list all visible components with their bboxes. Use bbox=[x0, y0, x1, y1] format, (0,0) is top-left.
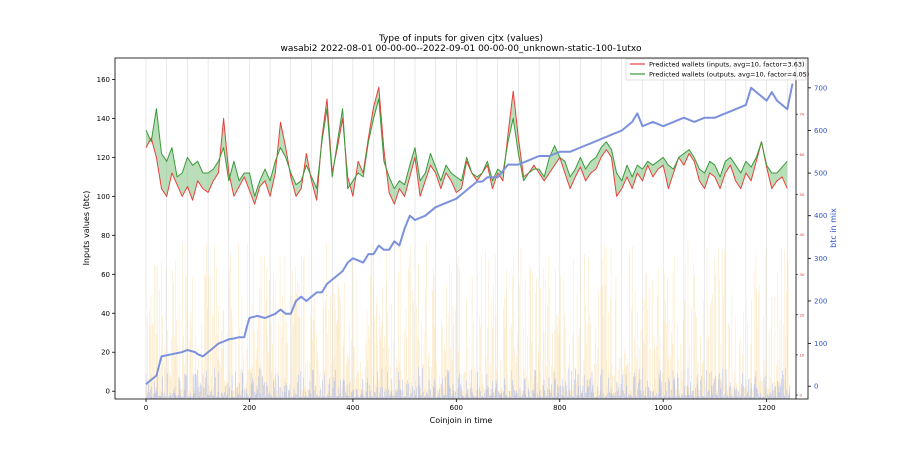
legend-label-inputs: Predicted wallets (inputs, avg=10, facto… bbox=[649, 61, 805, 69]
y3-tick-label-10: 10 bbox=[800, 352, 805, 357]
bars-layer bbox=[145, 241, 791, 399]
y-tick-label-120: 120 bbox=[97, 154, 110, 162]
series-outputs-line bbox=[145, 98, 788, 197]
chart-subtitle: wasabi2 2022-08-01 00-00-00--2022-09-01 … bbox=[281, 44, 642, 54]
y3-tick-label-50: 50 bbox=[800, 192, 805, 197]
plot-frame bbox=[114, 57, 809, 400]
y-axis-label: Inputs values (btc) bbox=[82, 191, 91, 266]
series-inputs-line bbox=[145, 86, 788, 205]
vertical-grid bbox=[145, 58, 788, 399]
x-tick-label-400: 400 bbox=[346, 404, 359, 412]
vertical-grid-lines bbox=[145, 58, 788, 399]
y2-tick-label-400: 400 bbox=[814, 212, 827, 220]
y-tick-label-40: 40 bbox=[101, 310, 110, 318]
x-tick-label-1000: 1000 bbox=[654, 404, 672, 412]
fill-between-inputs-outputs bbox=[146, 87, 788, 205]
y3-tick-label-40: 40 bbox=[800, 232, 805, 237]
y2-tick-label-0: 0 bbox=[814, 383, 818, 391]
y3-tick-label-30: 30 bbox=[800, 272, 805, 277]
y-tick-label-160: 160 bbox=[97, 76, 110, 84]
y-tick-label-20: 20 bbox=[101, 349, 110, 357]
x-tick-label-800: 800 bbox=[553, 404, 566, 412]
fill-between-layer bbox=[146, 87, 788, 205]
y2-tick-label-200: 200 bbox=[814, 297, 827, 305]
x-axis-label: Coinjoin in time bbox=[430, 416, 493, 425]
y2-tick-label-500: 500 bbox=[814, 170, 827, 178]
x-tick-label-0: 0 bbox=[144, 404, 148, 412]
series-mix-line bbox=[145, 83, 794, 385]
y2-axis-label: btc in mix bbox=[829, 208, 838, 248]
y2-tick-label-100: 100 bbox=[814, 340, 827, 348]
x-tick-label-1200: 1200 bbox=[758, 404, 776, 412]
y2-tick-label-600: 600 bbox=[814, 127, 827, 135]
axes-layer: 0 200 400 600 800 1000 12000204060801001201401… bbox=[97, 72, 828, 412]
y3-tick-label-70: 70 bbox=[800, 112, 805, 117]
legend: Predicted wallets (inputs, avg=10, facto… bbox=[625, 58, 809, 81]
y-tick-label-100: 100 bbox=[97, 193, 110, 201]
legend-box bbox=[625, 58, 807, 81]
y3-tick-label-20: 20 bbox=[800, 312, 805, 317]
y-tick-label-80: 80 bbox=[101, 232, 110, 240]
y3-tick-label-0: 0 bbox=[800, 392, 803, 397]
x-tick-label-600: 600 bbox=[450, 404, 463, 412]
chart-title: Type of inputs for given cjtx (values) bbox=[378, 34, 543, 44]
y-tick-label-60: 60 bbox=[101, 271, 110, 279]
y3-tick-label-60: 60 bbox=[800, 152, 805, 157]
y-tick-label-140: 140 bbox=[97, 115, 110, 123]
y-tick-label-0: 0 bbox=[106, 388, 110, 396]
y2-tick-label-300: 300 bbox=[814, 255, 827, 263]
x-tick-label-200: 200 bbox=[243, 404, 256, 412]
y2-tick-label-700: 700 bbox=[814, 84, 827, 92]
series-layer bbox=[145, 83, 794, 385]
legend-label-outputs: Predicted wallets (outputs, avg=10, fact… bbox=[649, 71, 809, 79]
